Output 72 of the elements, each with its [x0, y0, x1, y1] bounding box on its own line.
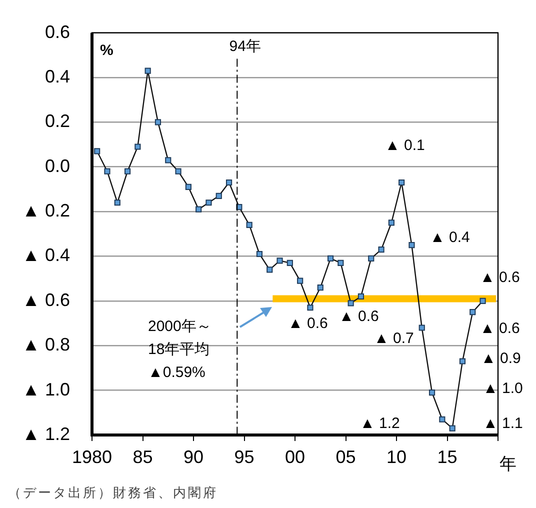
annotation: ▲ 0.9	[481, 350, 521, 368]
point	[246, 222, 252, 228]
annotation: 2000年～ 18年平均 ▲0.59%	[148, 318, 212, 382]
point	[196, 206, 202, 212]
point	[388, 220, 394, 226]
point	[408, 242, 415, 248]
y-tick-label: 0.6	[44, 22, 70, 42]
point	[418, 324, 425, 331]
point	[470, 309, 476, 316]
x-tick-label: 90	[183, 446, 204, 467]
annotation: ▲ 0.7	[374, 330, 414, 348]
y-tick-label: ▲ 0.2	[22, 200, 70, 221]
y-tick-label: 0.4	[44, 66, 70, 86]
point	[428, 390, 436, 396]
x-tick-label: 15	[437, 446, 458, 467]
x-axis-title: 年	[500, 454, 516, 474]
point	[368, 255, 374, 262]
point	[175, 168, 182, 174]
y-tick-label: ▲ 1.0	[22, 379, 70, 400]
point	[134, 144, 141, 150]
y-tick-label: ▲ 0.4	[22, 245, 70, 266]
point	[216, 192, 222, 199]
annotation: ▲ 1.0	[483, 380, 523, 398]
point	[348, 300, 354, 306]
point	[154, 119, 162, 126]
point	[144, 68, 151, 74]
point	[327, 255, 334, 262]
y-tick-label: 0.0	[44, 156, 70, 176]
annotation: ▲ 0.4	[430, 229, 470, 246]
y-tick-label: 0.2	[44, 111, 70, 132]
point	[286, 260, 293, 266]
point	[439, 416, 446, 422]
point	[398, 179, 405, 186]
point	[266, 266, 273, 273]
point	[449, 425, 456, 432]
x-tick-label: 1980	[72, 446, 112, 467]
annotation: ▲ 1.2	[360, 415, 400, 432]
ref-line-label: 94年	[229, 38, 261, 55]
point	[307, 304, 314, 311]
point	[124, 168, 131, 174]
point	[459, 358, 466, 364]
x-tick-label: 85	[132, 446, 153, 467]
point	[256, 250, 263, 258]
annotation: ▲ 0.1	[385, 137, 425, 154]
x-tick-label: 05	[336, 446, 356, 467]
point	[114, 200, 120, 206]
annotation: ▲ 0.6	[288, 315, 328, 332]
point	[185, 184, 192, 190]
x-tick-label: 10	[386, 446, 407, 467]
annotation: ▲ 0.6	[480, 320, 520, 338]
annotation: ▲ 0.6	[480, 269, 520, 286]
point	[378, 246, 384, 253]
point	[338, 260, 344, 266]
annotation: ▲ 1.1	[483, 415, 523, 432]
y-tick-label: ▲ 0.8	[22, 334, 70, 355]
x-tick-label: 95	[234, 446, 254, 467]
x-tick-label: 00	[284, 446, 306, 467]
point	[206, 200, 212, 206]
y-tick-label: ▲ 1.2	[22, 424, 70, 444]
point	[94, 148, 100, 154]
point	[317, 284, 324, 291]
y-tick-label: ▲ 0.6	[22, 290, 70, 310]
point	[104, 168, 110, 174]
y-axis-title: %	[100, 42, 114, 59]
point	[358, 293, 364, 300]
point	[297, 278, 304, 284]
point	[480, 298, 486, 304]
annotation: ▲ 0.6	[339, 308, 379, 326]
point	[226, 179, 232, 186]
point	[165, 157, 172, 164]
point	[276, 258, 283, 264]
text: （データ出所）財務省、内閣府	[8, 484, 218, 502]
